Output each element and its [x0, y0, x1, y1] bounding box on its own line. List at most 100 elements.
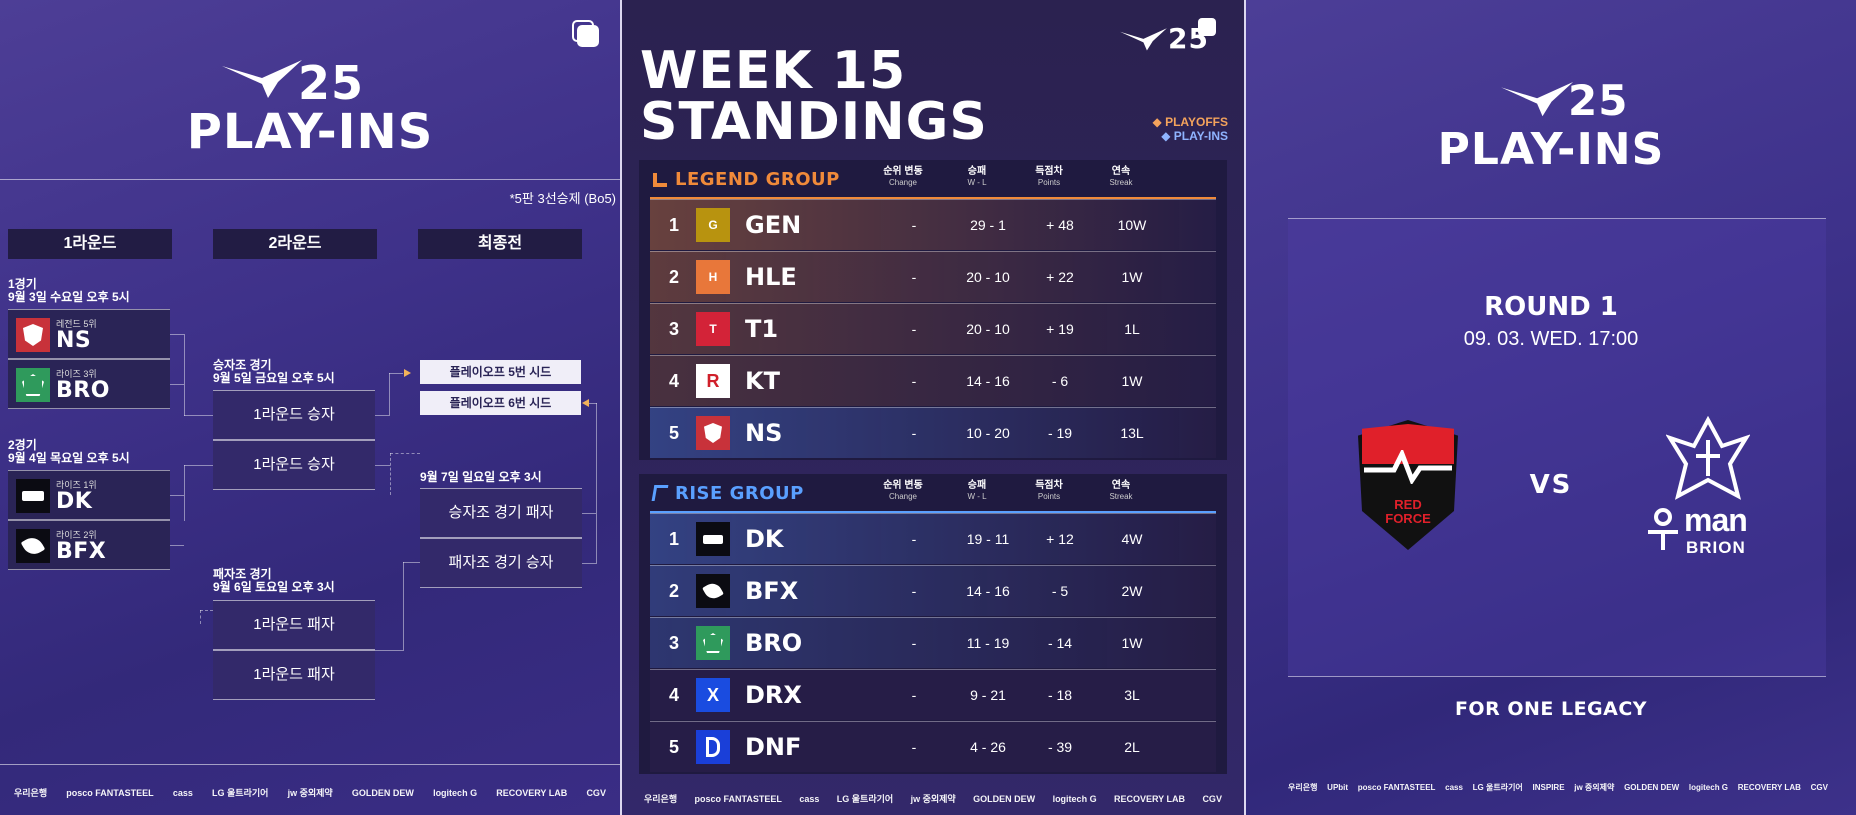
sponsor-logo: cass — [799, 793, 820, 804]
table-row[interactable]: 4 R KT - 14 - 16 - 6 1W — [650, 355, 1216, 406]
win-loss: 9 - 21 — [970, 687, 1006, 703]
sponsor-logo: cass — [172, 787, 193, 798]
team-name: DNF — [745, 733, 802, 761]
column-header-change: 순위 변동 Change — [883, 166, 923, 187]
winners-slot-2[interactable]: 1라운드 승자 — [213, 440, 375, 490]
team-name: KT — [745, 367, 780, 395]
sponsor-logo: posco FANTASTEEL — [66, 787, 154, 798]
copy-icon[interactable] — [1192, 18, 1216, 42]
win-loss: 20 - 10 — [966, 321, 1010, 337]
team-name: NS — [56, 328, 92, 353]
group-name: RISE GROUP — [675, 483, 804, 504]
page-title-standings: STANDINGS — [640, 92, 988, 152]
oksavingsbank-brion-logo[interactable]: man BRION — [1644, 416, 1774, 557]
ns-red-force-logo[interactable]: RED FORCE — [1358, 420, 1458, 550]
team-card-ns[interactable]: 레전드 5위 NS — [8, 309, 170, 359]
sponsor-logo: posco FANTASTEEL — [694, 793, 782, 804]
streak: 4W — [1121, 531, 1143, 547]
team-name: BFX — [745, 577, 799, 605]
losers-slot-2[interactable]: 1라운드 패자 — [213, 650, 375, 700]
sponsor-logo: 우리은행 — [14, 788, 48, 798]
streak: 2L — [1124, 739, 1140, 755]
group-header-underline — [650, 197, 1216, 199]
team-card-bro[interactable]: 라이즈 3위 BRO — [8, 359, 170, 409]
table-row[interactable]: 1 G GEN - 29 - 1 + 48 10W — [650, 199, 1216, 250]
points: - 18 — [1047, 687, 1073, 703]
round2-header: 2라운드 — [213, 229, 377, 259]
group-header: RISE GROUP 순위 변동 Change 승패 W - L 득점차 Points… — [639, 474, 1227, 512]
team-name: T1 — [745, 315, 779, 343]
points: - 19 — [1047, 425, 1073, 441]
team-card-bfx[interactable]: 라이즈 2위 BFX — [8, 520, 170, 570]
bracket-line — [170, 495, 184, 496]
standings-panel: 2 5 WEEK 15 STANDINGS ◆ PLAYOFFS ◆ PLAY-I… — [622, 0, 1244, 815]
bfx-logo-icon — [696, 574, 730, 608]
legend-playins: ◆ PLAY-INS — [1161, 129, 1228, 143]
change: - — [911, 269, 917, 285]
bracket-line — [184, 415, 213, 416]
final-slot-2[interactable]: 패자조 경기 승자 — [420, 538, 582, 588]
sponsor-logo: RECOVERY LAB — [1114, 793, 1186, 804]
final-slot-1[interactable]: 승자조 경기 패자 — [420, 488, 582, 538]
losers-slot-1[interactable]: 1라운드 패자 — [213, 600, 375, 650]
winners-slot-1[interactable]: 1라운드 승자 — [213, 390, 375, 440]
team-card-dk[interactable]: 라이즈 1위 DK — [8, 470, 170, 520]
table-row[interactable]: 3 BRO - 11 - 19 - 14 1W — [650, 617, 1216, 668]
arrow-left-icon — [582, 399, 589, 407]
table-row[interactable]: 4 X DRX - 9 - 21 - 18 3L — [650, 669, 1216, 720]
rise-group-table: RISE GROUP 순위 변동 Change 승패 W - L 득점차 Points… — [639, 474, 1227, 774]
table-row[interactable]: 3 T T1 - 20 - 10 + 19 1L — [650, 303, 1216, 354]
lck-wing-icon — [1120, 28, 1167, 51]
sponsor-logo: CGV — [1810, 783, 1828, 792]
change: - — [911, 531, 917, 547]
copy-icon[interactable] — [570, 18, 600, 48]
sponsor-logo: RECOVERY LAB — [1737, 783, 1801, 792]
team-name: DK — [56, 489, 93, 514]
table-row[interactable]: 2 H HLE - 20 - 10 + 22 1W — [650, 251, 1216, 302]
streak: 1L — [1124, 321, 1140, 337]
match1-date: 9월 3일 수요일 오후 5시 — [8, 290, 130, 304]
bracket-line — [170, 384, 184, 385]
column-header-points: 득점차 Points — [1035, 480, 1063, 501]
column-header-streak: 연속 Streak — [1109, 480, 1133, 501]
team-seed: 라이즈 3위 — [56, 369, 97, 379]
streak: 1W — [1121, 635, 1143, 651]
sponsor-logo: logitech G — [433, 787, 478, 798]
team-seed: 라이즈 1위 — [56, 480, 97, 490]
table-row[interactable]: 2 BFX - 14 - 16 - 5 2W — [650, 565, 1216, 616]
change: - — [911, 687, 917, 703]
points: - 14 — [1047, 635, 1073, 651]
bracket-line — [389, 373, 403, 374]
table-row[interactable]: 1 DK - 19 - 11 + 12 4W — [650, 513, 1216, 564]
sponsor-logo: 우리은행 — [1288, 783, 1318, 792]
rank: 5 — [668, 737, 679, 757]
points: + 12 — [1046, 531, 1074, 547]
win-loss: 4 - 26 — [970, 739, 1006, 755]
bracket-line — [403, 562, 420, 563]
team1-logo-text: RED FORCE — [1385, 497, 1431, 526]
table-row[interactable]: 5 NS - 10 - 20 - 19 13L — [650, 407, 1216, 458]
arrow-right-icon — [404, 369, 411, 377]
group-name: LEGEND GROUP — [675, 169, 840, 190]
panel-separator — [1244, 0, 1246, 815]
bfx-logo-icon — [16, 529, 50, 563]
dnf-logo-icon — [696, 730, 730, 764]
bracket-line — [170, 545, 184, 546]
points: + 48 — [1046, 217, 1074, 233]
column-header-streak: 연속 Streak — [1109, 166, 1133, 187]
match2-date: 9월 4일 목요일 오후 5시 — [8, 451, 130, 465]
team-name: GEN — [745, 211, 802, 239]
win-loss: 14 - 16 — [966, 373, 1010, 389]
table-row[interactable]: 5 DNF - 4 - 26 - 39 2L — [650, 721, 1216, 772]
points: + 19 — [1046, 321, 1074, 337]
streak: 13L — [1120, 425, 1144, 441]
bracket-dashed-line — [200, 610, 201, 624]
bracket-dashed-line — [200, 610, 213, 611]
team2-logo-text2: BRION — [1686, 538, 1746, 557]
playins-bracket-panel: 25 PLAY-INS *5판 3선승제 (Bo5) 1라운드 2라운드 최종전… — [0, 0, 620, 815]
bro-logo-icon — [16, 368, 50, 402]
winners-date: 9월 5일 금요일 오후 5시 — [213, 371, 335, 385]
bracket-dashed-line — [390, 453, 391, 495]
sponsor-logo: posco FANTASTEEL — [1357, 783, 1436, 792]
sponsor-logo: logitech G — [1688, 783, 1729, 792]
